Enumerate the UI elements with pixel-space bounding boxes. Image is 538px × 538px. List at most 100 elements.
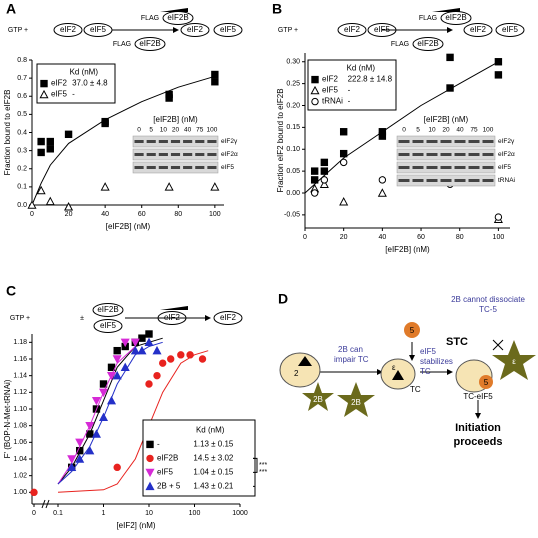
marker <box>164 182 174 191</box>
y-tick-label: 1.08 <box>13 423 27 430</box>
schematic-node <box>180 23 210 37</box>
diagram-label: proceeds <box>454 436 503 448</box>
schematic-node <box>337 23 367 37</box>
marker <box>446 53 454 62</box>
y-tick-label: 0.00 <box>286 190 300 197</box>
diagram: 2 2B 2B 2B can impair TC ε TC 5 eIF5 sta… <box>279 295 536 448</box>
y-tick-label: 0.7 <box>17 75 27 82</box>
chart: 0.00.10.20.30.40.50.60.70.80 20 40 60 80 100[… <box>3 11 243 231</box>
marker <box>130 338 140 348</box>
marker <box>339 128 348 136</box>
legend-kd: 1.43 ± 0.21 <box>193 482 234 491</box>
marker <box>27 200 37 209</box>
y-tick-label: 0.8 <box>17 57 27 64</box>
gel-band <box>158 140 168 143</box>
x-tick-label: 0.1 <box>53 510 63 517</box>
gel-lane: 0 <box>137 127 141 134</box>
gel-band <box>440 166 452 169</box>
marker <box>377 188 387 197</box>
marker <box>146 454 154 463</box>
y-axis-label: F' (BOP-N-Met-tRNAi) <box>3 379 12 458</box>
schematic-label: eIF2 <box>187 25 204 34</box>
marker <box>137 345 147 355</box>
marker <box>339 149 348 158</box>
gel-band <box>454 153 466 156</box>
gel-lane: 5 <box>149 127 153 134</box>
gel-band <box>468 140 480 143</box>
panel-label: B <box>272 1 282 17</box>
marker <box>138 334 146 342</box>
wedge <box>160 8 188 12</box>
legend-title: Kd (nM) <box>196 426 225 435</box>
diagram-note: 2B cannot dissociate <box>451 295 525 304</box>
marker <box>310 176 319 184</box>
diagram-label: 5 <box>410 326 415 335</box>
marker <box>30 488 38 497</box>
x-tick-label: 20 <box>65 211 73 218</box>
gel-band-label: eIF5 <box>221 164 234 171</box>
marker <box>320 176 329 184</box>
gel-band <box>426 166 438 169</box>
marker <box>86 430 94 438</box>
y-tick-label: 1.18 <box>13 339 27 346</box>
eif2b-star <box>492 340 536 380</box>
y-tick-label: 1.04 <box>13 456 27 463</box>
marker <box>85 445 95 455</box>
gel-band <box>426 179 438 182</box>
gel-band-label: eIF5 <box>498 164 511 171</box>
gel-band <box>207 166 217 169</box>
marker <box>446 84 454 92</box>
x-tick-label: 0 <box>303 234 307 241</box>
legend-title: Kd (nM) <box>70 68 99 77</box>
y-tick-label: 0.6 <box>17 93 27 100</box>
schematic-label: GTP + <box>8 27 28 34</box>
legend-label: eIF5 <box>51 90 68 99</box>
marker <box>378 132 387 140</box>
y-tick-label: 1.10 <box>13 406 27 413</box>
marker <box>120 362 130 372</box>
marker <box>145 468 155 478</box>
x-tick-label: 40 <box>378 234 386 241</box>
y-tick-label: 1.00 <box>13 489 27 496</box>
diagram-note: impair TC <box>334 355 369 364</box>
schematic-node <box>213 311 243 325</box>
x-tick-label: 0 <box>30 211 34 218</box>
gel-band <box>412 166 424 169</box>
y-tick-label: 0.4 <box>17 129 27 136</box>
gel-lane: 10 <box>428 127 436 134</box>
gel-band <box>146 140 156 143</box>
gel-band <box>482 153 494 156</box>
x-tick-label: 80 <box>456 234 464 241</box>
schematic-label: eIF5 <box>90 25 107 34</box>
y-tick-label: 1.14 <box>13 373 27 380</box>
legend-label: eIF2B <box>157 454 178 463</box>
gel-band <box>170 140 181 143</box>
gel-lane: 20 <box>172 127 180 134</box>
significance: *** <box>259 462 267 469</box>
gel-band <box>440 140 452 143</box>
y-tick-label: 0.3 <box>17 147 27 154</box>
gel-lane: 75 <box>196 127 204 134</box>
gel-band-label: eIF2γ <box>498 138 515 145</box>
eif2b-star <box>302 382 334 411</box>
legend-label: eIF5 <box>157 468 174 477</box>
bracket <box>253 457 256 487</box>
gel-band <box>195 166 205 169</box>
x-tick-label: 80 <box>174 211 182 218</box>
y-tick-label: 0.15 <box>286 124 300 131</box>
x-tick-label: 100 <box>209 211 221 218</box>
marker <box>67 462 77 472</box>
marker <box>320 167 329 175</box>
marker <box>210 182 220 191</box>
marker <box>64 130 73 139</box>
tc-icon <box>298 356 312 366</box>
marker <box>37 137 45 146</box>
diagram-label: TC-eIF5 <box>463 392 493 401</box>
gel-band <box>468 179 480 182</box>
marker <box>98 412 109 422</box>
marker <box>39 89 49 99</box>
marker <box>75 438 85 448</box>
legend-kd: 1.04 ± 0.15 <box>193 468 234 477</box>
tc-icon <box>392 370 404 380</box>
gel-band <box>468 153 480 156</box>
